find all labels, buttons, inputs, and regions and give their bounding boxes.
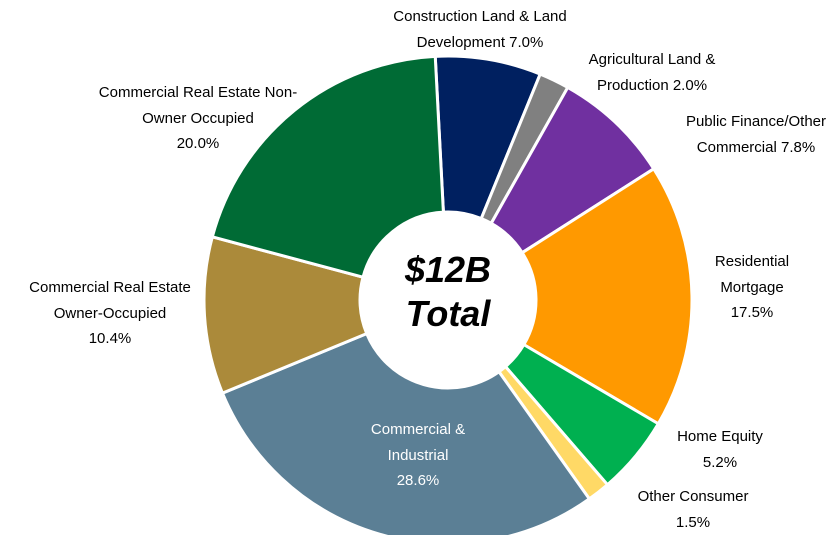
category-name: Other Consumer (637, 488, 749, 505)
category-name: Residential Mortgage (714, 253, 790, 296)
category-name: Home Equity (677, 428, 763, 445)
value-label: 5.2% (702, 453, 738, 471)
value-label: 7.8% (780, 138, 816, 156)
category-name: Agricultural Land & Production (588, 51, 716, 94)
category-name: Construction Land & Land Development (393, 8, 567, 51)
slice-label: Home Equity 5.2% (660, 424, 780, 475)
value-label: 1.5% (675, 513, 711, 531)
slice-label: Agricultural Land & Production 2.0% (572, 47, 732, 98)
category-name: Commercial Real Estate Owner-Occupied (29, 279, 191, 322)
center-line: $12B (404, 249, 492, 290)
slice (210, 54, 445, 280)
center-line: Total (405, 293, 491, 334)
center-text: $12B Total (348, 248, 548, 336)
value-label: 10.4% (88, 330, 132, 347)
value-label: 2.0% (672, 76, 708, 94)
value-label: 17.5% (730, 304, 774, 321)
slice (202, 235, 369, 396)
category-name: Commercial & Industrial (370, 421, 466, 464)
value-label: 7.0% (509, 33, 544, 51)
slice-label: Commercial & Industrial 28.6% (363, 417, 473, 494)
slice-label: Commercial Real Estate Non-Owner Occupie… (98, 80, 298, 157)
value-label: 28.6% (396, 472, 440, 489)
slice-label: Commercial Real Estate Owner-Occupied 10.… (10, 275, 210, 352)
value-label: 20.0% (176, 135, 220, 152)
slice (220, 331, 592, 535)
category-name: Public Finance/Other Commercial (685, 113, 827, 156)
slice-label: Other Consumer 1.5% (623, 484, 763, 535)
slice-label: Construction Land & Land Development 7.0… (375, 4, 585, 55)
category-name: Commercial Real Estate Non-Owner Occupie… (98, 84, 298, 127)
slice (520, 166, 694, 426)
slice-label: Residential Mortgage 17.5% (705, 249, 800, 326)
slice-label: Public Finance/Other Commercial 7.8% (676, 109, 836, 160)
